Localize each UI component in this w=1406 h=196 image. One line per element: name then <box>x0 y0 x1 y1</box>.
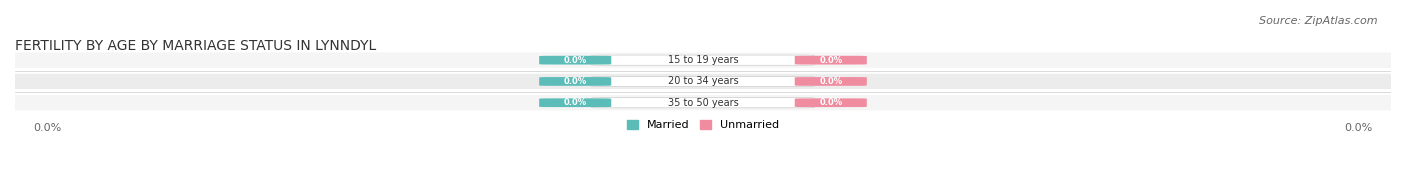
FancyBboxPatch shape <box>15 95 1391 110</box>
Legend: Married, Unmarried: Married, Unmarried <box>621 116 785 135</box>
FancyBboxPatch shape <box>15 74 1391 89</box>
FancyBboxPatch shape <box>538 98 612 107</box>
Text: 0.0%: 0.0% <box>564 77 586 86</box>
Text: 35 to 50 years: 35 to 50 years <box>668 98 738 108</box>
Text: 0.0%: 0.0% <box>564 98 586 107</box>
Text: 15 to 19 years: 15 to 19 years <box>668 55 738 65</box>
FancyBboxPatch shape <box>592 76 814 87</box>
Text: Source: ZipAtlas.com: Source: ZipAtlas.com <box>1260 16 1378 26</box>
FancyBboxPatch shape <box>592 55 814 65</box>
FancyBboxPatch shape <box>538 56 612 64</box>
FancyBboxPatch shape <box>794 98 868 107</box>
FancyBboxPatch shape <box>592 98 814 108</box>
Text: 20 to 34 years: 20 to 34 years <box>668 76 738 86</box>
FancyBboxPatch shape <box>15 53 1391 68</box>
Text: 0.0%: 0.0% <box>820 98 842 107</box>
Text: 0.0%: 0.0% <box>820 77 842 86</box>
FancyBboxPatch shape <box>538 77 612 86</box>
FancyBboxPatch shape <box>794 77 868 86</box>
Text: 0.0%: 0.0% <box>820 56 842 65</box>
Text: FERTILITY BY AGE BY MARRIAGE STATUS IN LYNNDYL: FERTILITY BY AGE BY MARRIAGE STATUS IN L… <box>15 39 377 53</box>
Text: 0.0%: 0.0% <box>564 56 586 65</box>
FancyBboxPatch shape <box>794 56 868 64</box>
